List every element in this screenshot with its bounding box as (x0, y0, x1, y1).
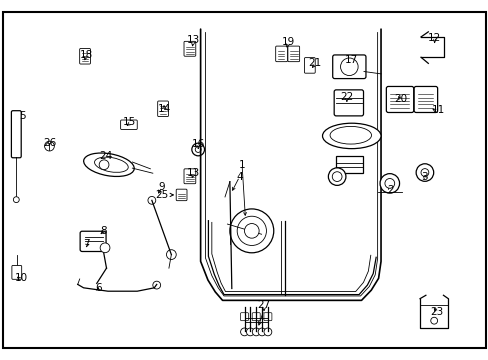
Text: 4: 4 (236, 172, 243, 181)
Text: 10: 10 (15, 273, 28, 283)
Text: 20: 20 (393, 94, 407, 104)
Text: 5: 5 (20, 111, 26, 121)
Text: 21: 21 (308, 58, 321, 68)
Text: 2: 2 (386, 185, 393, 195)
Circle shape (420, 168, 428, 176)
Circle shape (384, 179, 394, 188)
Text: 18: 18 (79, 50, 92, 59)
Text: 3: 3 (421, 172, 427, 181)
Text: 25: 25 (155, 190, 168, 200)
FancyBboxPatch shape (80, 49, 90, 64)
FancyBboxPatch shape (240, 313, 248, 321)
Text: 7: 7 (82, 239, 89, 249)
Circle shape (44, 141, 54, 151)
Circle shape (331, 172, 341, 181)
FancyBboxPatch shape (332, 55, 365, 78)
FancyBboxPatch shape (413, 86, 437, 112)
Text: 19: 19 (281, 37, 294, 47)
FancyBboxPatch shape (304, 58, 315, 73)
FancyBboxPatch shape (183, 169, 195, 184)
Text: 15: 15 (123, 117, 136, 127)
Text: 12: 12 (427, 33, 440, 43)
FancyBboxPatch shape (252, 313, 260, 321)
FancyBboxPatch shape (176, 189, 186, 201)
Text: 1: 1 (238, 160, 245, 170)
FancyBboxPatch shape (121, 120, 137, 130)
Text: 13: 13 (186, 35, 200, 45)
Text: 16: 16 (191, 139, 204, 149)
Text: 23: 23 (429, 307, 443, 317)
Text: 17: 17 (345, 55, 358, 65)
Circle shape (246, 328, 254, 336)
FancyBboxPatch shape (183, 41, 195, 56)
Circle shape (379, 174, 399, 193)
Circle shape (195, 147, 201, 152)
FancyBboxPatch shape (264, 313, 271, 321)
Circle shape (191, 143, 204, 156)
Circle shape (229, 209, 273, 253)
Text: 26: 26 (43, 138, 56, 148)
Text: 8: 8 (100, 226, 106, 236)
Circle shape (264, 328, 271, 336)
Circle shape (166, 250, 176, 260)
Circle shape (99, 160, 109, 170)
Ellipse shape (83, 153, 134, 176)
FancyBboxPatch shape (11, 111, 21, 158)
Circle shape (252, 328, 260, 336)
Circle shape (340, 58, 357, 76)
Circle shape (244, 224, 259, 238)
FancyBboxPatch shape (275, 46, 287, 62)
Ellipse shape (329, 126, 371, 144)
Text: 11: 11 (431, 105, 444, 116)
Circle shape (258, 328, 265, 336)
Text: 9: 9 (158, 182, 164, 192)
Circle shape (100, 243, 110, 253)
Ellipse shape (322, 123, 380, 149)
FancyBboxPatch shape (157, 101, 168, 117)
FancyBboxPatch shape (333, 90, 363, 116)
FancyBboxPatch shape (287, 46, 299, 62)
Text: 24: 24 (99, 151, 112, 161)
FancyBboxPatch shape (80, 231, 106, 252)
Circle shape (328, 168, 345, 185)
Circle shape (240, 328, 248, 336)
Circle shape (153, 281, 160, 289)
Text: 22: 22 (340, 92, 353, 102)
Text: 27: 27 (257, 301, 270, 310)
Bar (335, 156, 362, 172)
Circle shape (430, 317, 437, 324)
Circle shape (237, 216, 266, 246)
Circle shape (148, 197, 156, 204)
Text: 13: 13 (186, 168, 200, 178)
FancyBboxPatch shape (12, 265, 21, 279)
FancyBboxPatch shape (386, 86, 413, 112)
Ellipse shape (94, 157, 128, 172)
Circle shape (415, 164, 433, 181)
Text: 6: 6 (95, 283, 102, 293)
Text: 14: 14 (157, 104, 170, 114)
Circle shape (13, 197, 19, 203)
